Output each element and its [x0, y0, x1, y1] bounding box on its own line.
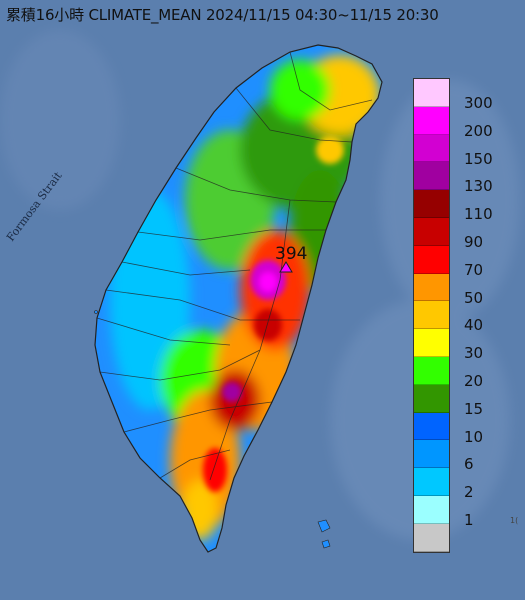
legend-swatch [414, 356, 449, 385]
legend-label: 110 [464, 205, 493, 224]
max-point-marker [279, 261, 293, 273]
legend-label: 20 [464, 372, 484, 390]
corner-text: 1( [510, 516, 519, 525]
legend-label: 300 [464, 94, 493, 112]
legend-swatch [414, 329, 449, 357]
max-value-label: 394 [275, 244, 308, 264]
legend-swatch [414, 79, 449, 107]
legend-swatch [414, 217, 449, 246]
legend-label: 50 [464, 288, 484, 307]
legend-swatch [414, 106, 449, 135]
legend-swatch [414, 384, 449, 413]
legend-swatch [414, 495, 449, 524]
legend-swatch [414, 523, 449, 552]
legend-swatch [414, 412, 449, 441]
legend-swatch [414, 190, 449, 218]
legend-label: 10 [464, 427, 484, 446]
legend-label: 40 [464, 316, 484, 335]
legend-label: 2 [464, 483, 474, 502]
legend-swatch [414, 273, 449, 302]
legend-label: 15 [464, 399, 484, 418]
legend-swatch [414, 245, 449, 274]
legend-label: 70 [464, 260, 484, 279]
map-title: 累積16小時 CLIMATE_MEAN 2024/11/15 04:30~11/… [6, 6, 439, 24]
legend-swatch [414, 468, 449, 496]
legend-label: 30 [464, 344, 484, 363]
legend-label: 90 [464, 233, 484, 251]
legend-label: 6 [464, 455, 474, 474]
legend-label: 150 [464, 149, 493, 168]
legend-swatch [414, 301, 449, 330]
legend-label: 1 [464, 511, 474, 529]
legend-label: 200 [464, 121, 493, 140]
legend-label: 130 [464, 177, 493, 196]
legend-swatch [414, 440, 449, 469]
legend-swatch [414, 162, 449, 191]
color-legend [413, 78, 450, 553]
strait-label-layer: Formosa Strait [4, 169, 65, 244]
legend-swatch [414, 134, 449, 163]
strait-label: Formosa Strait [4, 169, 65, 244]
